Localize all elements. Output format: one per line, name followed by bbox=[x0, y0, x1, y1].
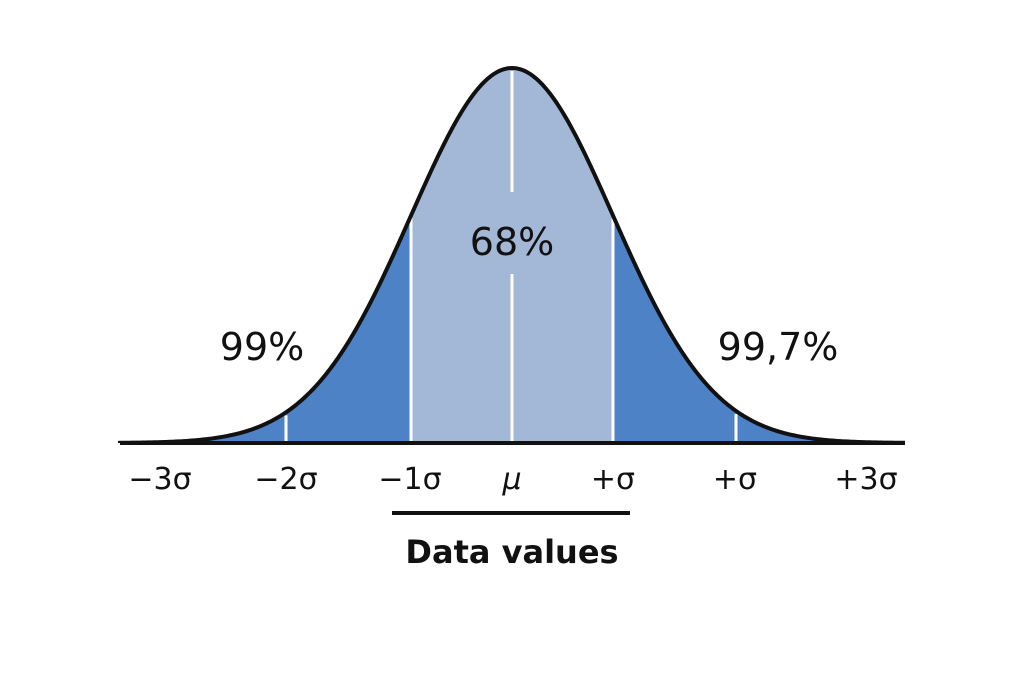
tick-label-plus-1-sigma: +σ bbox=[591, 462, 635, 497]
center-label-backdrop bbox=[508, 192, 516, 274]
center-percentage-label: 68% bbox=[470, 220, 554, 264]
tick-label-plus-3-sigma: +3σ bbox=[834, 462, 897, 497]
tick-label-mean: μ bbox=[501, 462, 521, 497]
outer-band-left-area bbox=[200, 215, 411, 443]
tick-label-plus-2-sigma: +σ bbox=[713, 462, 757, 497]
tick-label-minus-3-sigma: −3σ bbox=[128, 462, 191, 497]
bell-curve bbox=[118, 65, 906, 445]
left-percentage-label: 99% bbox=[220, 325, 304, 369]
x-axis-title: Data values bbox=[405, 533, 618, 571]
tick-label-minus-1-sigma: −1σ bbox=[378, 462, 441, 497]
tick-label-minus-2-sigma: −2σ bbox=[254, 462, 317, 497]
outer-band-right-area bbox=[613, 215, 824, 443]
right-percentage-label: 99,7% bbox=[718, 325, 839, 369]
